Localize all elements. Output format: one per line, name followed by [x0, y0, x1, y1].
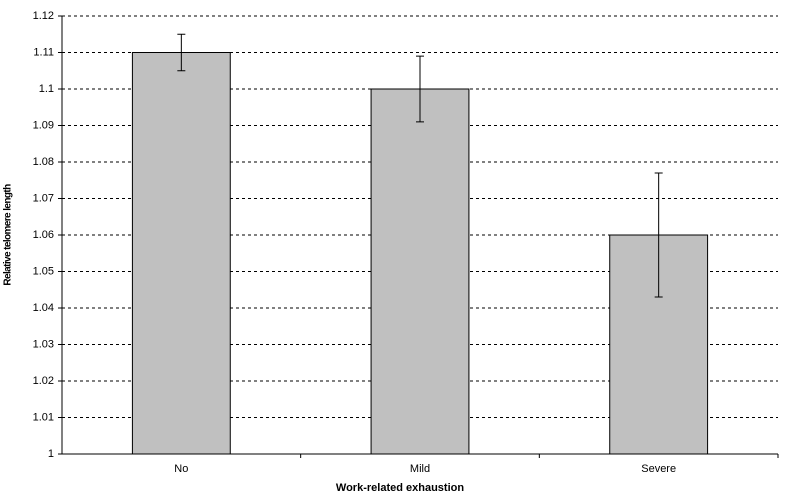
- y-tick-label: 1.12: [33, 10, 54, 22]
- x-axis-label: Work-related exhaustion: [336, 482, 464, 494]
- y-tick-label: 1.08: [33, 156, 54, 168]
- y-axis-label: Relative telomere length: [3, 184, 14, 286]
- y-tick-label: 1.05: [33, 265, 54, 277]
- y-tick-label: 1.11: [33, 46, 54, 58]
- y-tick-label: 1.07: [33, 192, 54, 204]
- y-tick-label: 1.04: [33, 302, 54, 314]
- y-tick-label: 1.09: [33, 119, 54, 131]
- x-tick-label: Severe: [641, 463, 676, 475]
- bar: [370, 88, 470, 455]
- error-bar: [416, 55, 424, 123]
- y-tick-label: 1: [48, 448, 54, 460]
- y-tick-label: 1.01: [33, 411, 54, 423]
- x-tick-label: No: [174, 463, 188, 475]
- y-tick-label: 1.06: [33, 229, 54, 241]
- y-tick-label: 1.02: [33, 375, 54, 387]
- x-tick-label: Mild: [410, 463, 430, 475]
- error-bar: [177, 33, 186, 72]
- y-tick-label: 1.03: [33, 338, 54, 350]
- y-tick-label: 1.1: [39, 83, 54, 95]
- bar: [131, 52, 231, 455]
- error-bar: [654, 172, 663, 298]
